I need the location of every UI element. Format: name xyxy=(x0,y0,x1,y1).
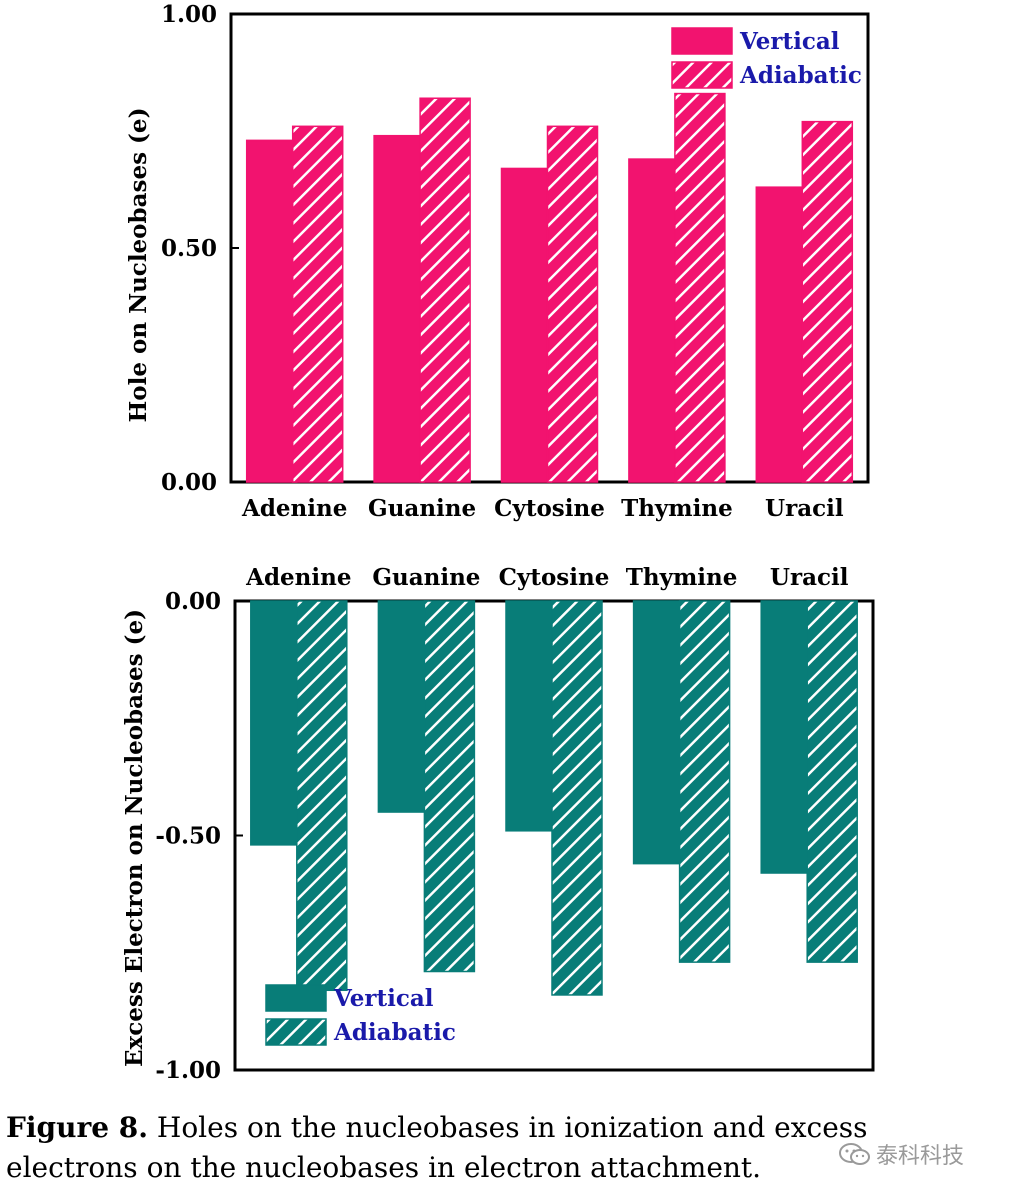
bottom-category-label-guanine: Guanine xyxy=(372,564,480,591)
bottom-bar-vertical-adenine xyxy=(250,600,302,846)
watermark: 泰科科技 xyxy=(838,1138,964,1170)
bottom-bar-vertical-uracil xyxy=(760,600,812,874)
wechat-icon xyxy=(839,1143,870,1165)
top-legend-swatch-adiabatic xyxy=(671,61,733,89)
top-category-label-uracil: Uracil xyxy=(765,495,844,522)
top-bar-adiabatic-cytosine xyxy=(546,125,599,483)
bottom-category-label-thymine: Thymine xyxy=(626,564,738,591)
excess-electron-chart: 0.00 -0.50 -1.00 Excess Electron on Nucleob… xyxy=(121,564,875,1084)
bottom-legend-swatch-adiabatic xyxy=(265,1018,327,1046)
top-y-axis-label: Hole on Nucleobases (e) xyxy=(125,108,152,423)
bottom-legend-label-vertical: Vertical xyxy=(333,985,434,1012)
top-legend-swatch-vertical xyxy=(671,27,733,55)
top-bar-vertical-adenine xyxy=(245,139,298,483)
top-legend-label-vertical: Vertical xyxy=(739,28,840,55)
bottom-legend-label-adiabatic: Adiabatic xyxy=(333,1019,456,1046)
bottom-bar-vertical-thymine xyxy=(632,600,685,865)
top-ytick-label: 0.50 xyxy=(161,235,217,262)
bottom-y-axis-label: Excess Electron on Nucleobases (e) xyxy=(121,609,148,1067)
hole-chart: 0.00 0.50 1.00 Hole on Nucleobases (e) Adeni… xyxy=(125,1,870,522)
bottom-bar-adiabatic-guanine xyxy=(423,600,476,973)
top-category-label-guanine: Guanine xyxy=(368,495,476,522)
bottom-bar-adiabatic-adenine xyxy=(296,600,348,992)
watermark-text: 泰科科技 xyxy=(876,1144,965,1169)
bottom-bar-adiabatic-uracil xyxy=(806,600,858,963)
top-bar-vertical-uracil xyxy=(755,186,808,483)
bottom-category-label-adenine: Adenine xyxy=(245,564,351,591)
bottom-bar-vertical-guanine xyxy=(377,600,430,813)
bottom-legend-swatch-vertical xyxy=(265,984,327,1012)
figure-caption: Figure 8. Holes on the nucleobases in io… xyxy=(6,1108,1006,1188)
top-bar-adiabatic-uracil xyxy=(801,120,854,483)
top-ytick-label: 1.00 xyxy=(161,1,217,28)
bottom-category-label-uracil: Uracil xyxy=(770,564,849,591)
bottom-bar-adiabatic-thymine xyxy=(678,600,731,963)
top-bar-adiabatic-guanine xyxy=(419,97,471,483)
top-category-label-cytosine: Cytosine xyxy=(494,495,605,522)
figure-canvas: 0.00 0.50 1.00 Hole on Nucleobases (e) Adeni… xyxy=(121,1,875,1084)
bottom-category-label-cytosine: Cytosine xyxy=(499,564,610,591)
top-bar-adiabatic-thymine xyxy=(674,92,726,483)
bottom-bar-vertical-cytosine xyxy=(505,600,557,832)
top-legend-label-adiabatic: Adiabatic xyxy=(739,62,862,89)
top-category-label-thymine: Thymine xyxy=(621,495,733,522)
top-bar-vertical-guanine xyxy=(373,134,425,483)
top-ytick-label: 0.00 xyxy=(161,469,217,496)
bottom-ytick-label: -1.00 xyxy=(155,1057,221,1084)
top-bar-vertical-cytosine xyxy=(500,167,553,483)
bottom-bar-adiabatic-cytosine xyxy=(551,600,603,996)
caption-text: Holes on the nucleobases in ionization a… xyxy=(6,1111,868,1184)
top-category-label-adenine: Adenine xyxy=(241,495,347,522)
top-bar-vertical-thymine xyxy=(628,158,680,483)
bottom-ytick-label: 0.00 xyxy=(165,588,221,615)
bottom-ytick-label: -0.50 xyxy=(155,823,221,850)
caption-lead: Figure 8. xyxy=(6,1111,148,1144)
top-bar-adiabatic-adenine xyxy=(291,125,344,483)
